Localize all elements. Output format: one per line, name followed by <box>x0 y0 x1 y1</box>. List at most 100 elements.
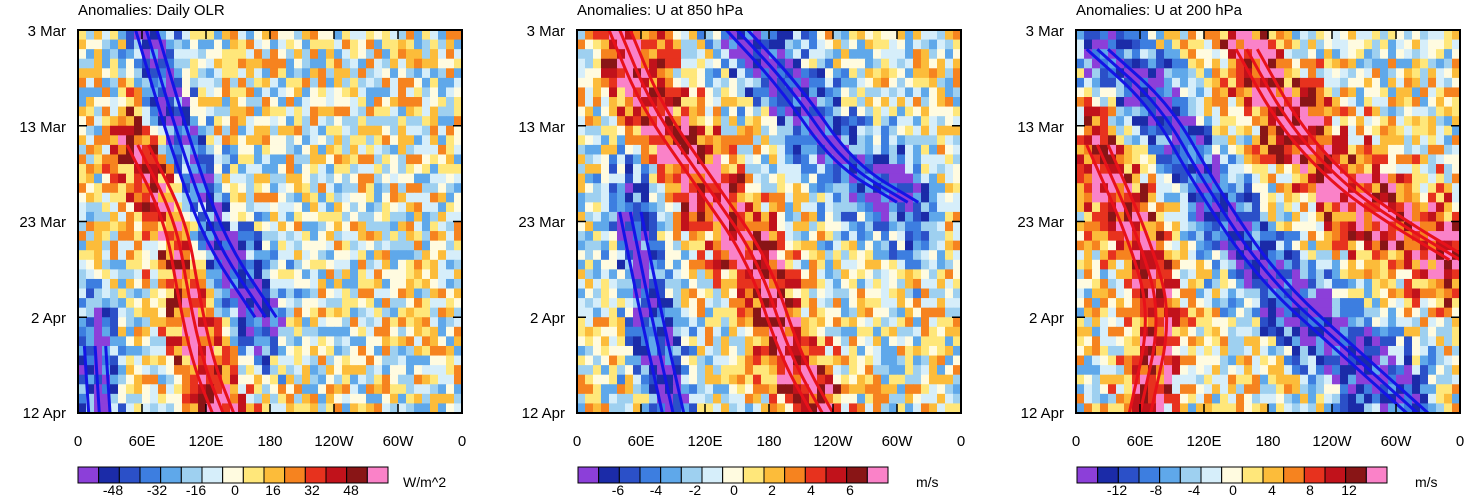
field-cell <box>102 183 111 194</box>
field-cell <box>158 125 167 136</box>
field-cell <box>849 202 858 213</box>
field-cell <box>1156 211 1165 223</box>
field-cell <box>881 211 890 223</box>
field-cell <box>1276 49 1285 60</box>
field-cell <box>302 135 311 146</box>
field-cell <box>761 173 770 184</box>
field-cell <box>150 231 159 242</box>
field-cell <box>446 307 455 318</box>
field-cell <box>1300 68 1309 79</box>
field-cell <box>334 202 343 213</box>
field-cell <box>873 269 882 280</box>
field-cell <box>310 154 319 165</box>
field-cell <box>262 240 271 251</box>
field-cell <box>182 58 191 69</box>
field-cell <box>230 87 239 98</box>
x-tick-label: 180 <box>756 433 781 450</box>
field-cell <box>150 106 159 117</box>
field-cell <box>230 97 239 108</box>
field-cell <box>1116 97 1125 108</box>
field-cell <box>857 374 866 385</box>
field-cell <box>118 278 127 290</box>
field-cell <box>825 49 834 60</box>
field-cell <box>1076 49 1085 60</box>
field-cell <box>1252 30 1261 41</box>
field-cell <box>254 87 263 98</box>
field-cell <box>809 58 818 69</box>
field-cell <box>198 164 207 175</box>
field-cell <box>150 144 159 156</box>
field-cell <box>1236 202 1245 213</box>
field-cell <box>158 403 167 413</box>
field-cell <box>1116 221 1125 232</box>
field-cell <box>126 298 135 309</box>
field-cell <box>222 192 231 203</box>
field-cell <box>593 288 602 299</box>
field-cell <box>665 202 674 213</box>
field-cell <box>254 221 263 232</box>
field-cell <box>897 355 906 366</box>
field-cell <box>310 307 319 318</box>
field-cell <box>633 58 642 69</box>
field-cell <box>1100 192 1109 203</box>
field-cell <box>657 154 666 165</box>
field-cell <box>889 288 898 299</box>
field-cell <box>374 259 383 270</box>
field-cell <box>825 269 834 280</box>
field-cell <box>833 336 842 347</box>
field-cell <box>454 77 462 89</box>
field-cell <box>881 355 890 366</box>
field-cell <box>1372 77 1381 89</box>
field-cell <box>390 58 399 69</box>
field-cell <box>897 97 906 108</box>
field-cell <box>617 49 626 60</box>
field-cell <box>406 231 415 242</box>
field-cell <box>1364 106 1373 117</box>
field-cell <box>697 403 706 413</box>
field-cell <box>1340 202 1349 213</box>
field-cell <box>262 173 271 184</box>
field-cell <box>286 49 295 60</box>
field-cell <box>374 307 383 318</box>
field-cell <box>841 355 850 366</box>
field-cell <box>1260 164 1269 175</box>
field-cell <box>110 221 119 232</box>
field-cell <box>158 393 167 405</box>
field-cell <box>601 384 610 395</box>
field-cell <box>134 278 143 290</box>
field-cell <box>705 298 714 309</box>
field-cell <box>454 58 462 69</box>
field-cell <box>1228 125 1237 136</box>
field-cell <box>857 288 866 299</box>
field-cell <box>1268 30 1277 41</box>
field-cell <box>318 154 327 165</box>
field-cell <box>689 365 698 376</box>
field-cell <box>166 164 175 175</box>
field-cell <box>1148 183 1157 194</box>
field-cell <box>366 269 375 280</box>
field-cell <box>593 259 602 270</box>
field-cell <box>1196 30 1205 41</box>
field-cell <box>174 30 183 41</box>
field-cell <box>382 259 391 270</box>
field-cell <box>294 39 303 50</box>
field-cell <box>198 30 207 41</box>
field-cell <box>953 355 961 366</box>
field-cell <box>793 307 802 318</box>
field-cell <box>422 231 431 242</box>
field-cell <box>833 365 842 376</box>
field-cell <box>609 173 618 184</box>
field-cell <box>1108 154 1117 165</box>
field-cell <box>1108 97 1117 108</box>
field-cell <box>342 116 351 127</box>
field-cell <box>278 365 287 376</box>
field-cell <box>681 39 690 50</box>
field-cell <box>1244 202 1253 213</box>
field-cell <box>86 403 95 413</box>
field-cell <box>118 298 127 309</box>
field-cell <box>617 384 626 395</box>
field-cell <box>278 374 287 385</box>
field-cell <box>857 211 866 223</box>
field-cell <box>374 192 383 203</box>
field-cell <box>94 164 103 175</box>
